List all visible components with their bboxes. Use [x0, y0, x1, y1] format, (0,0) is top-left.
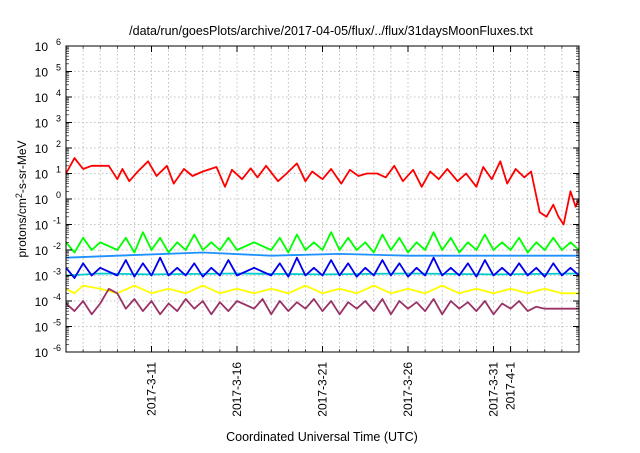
y-tick-label: 10 -2 [35, 241, 61, 258]
y-tick-label: 10 0 [35, 190, 61, 207]
y-tick-label: 10 -1 [35, 216, 61, 233]
y-axis-label-prefix: protons/cm [15, 198, 29, 257]
y-tick-label: 10 -6 [35, 343, 61, 360]
y-tick-label: 10 1 [35, 165, 61, 182]
y-axis: 10 -6 10 -5 10 -4 10 -3 10 -2 10 -1 10 0 10 1 10 2 10 3 10 4 1… [35, 37, 579, 360]
x-tick-label: 2017-3-26 [401, 362, 415, 417]
x-tick-label: 2017-4-1 [504, 362, 518, 410]
series-line-1 [65, 231, 580, 254]
y-tick-label: 10 3 [35, 114, 61, 131]
y-tick-label: 10 5 [35, 63, 61, 80]
y-tick-label: 10 -4 [35, 292, 61, 309]
y-tick-label: 10 -5 [35, 318, 61, 335]
grid [66, 46, 579, 352]
y-tick-label: 10 6 [35, 37, 61, 54]
x-tick-label: 2017-3-11 [145, 362, 159, 416]
series-line-0 [65, 157, 580, 226]
series-line-2 [65, 251, 579, 259]
y-axis-label-sup: 2 [14, 193, 24, 198]
series-line-5 [65, 284, 579, 295]
x-tick-label: 2017-3-31 [487, 362, 501, 417]
x-tick-label: 2017-3-21 [316, 362, 330, 417]
x-tick-label: 2017-3-16 [230, 362, 244, 417]
y-axis-label: protons/cm2-s-sr-MeV [14, 140, 29, 257]
chart-title: /data/run/goesPlots/archive/2017-04-05/f… [129, 24, 533, 38]
y-tick-label: 10 2 [35, 139, 61, 156]
y-axis-label-suffix: -s-sr-MeV [15, 140, 29, 193]
x-axis-label: Coordinated Universal Time (UTC) [226, 430, 418, 444]
series-group [65, 157, 580, 316]
x-axis: 2017-3-11 2017-3-16 2017-3-21 2017-3-26 2017… [82, 46, 563, 417]
series-line-6 [65, 287, 579, 316]
series-line-4 [65, 256, 580, 279]
series-line-3 [65, 272, 580, 277]
y-tick-label: 10 4 [35, 88, 61, 105]
y-tick-label: 10 -3 [35, 267, 61, 284]
